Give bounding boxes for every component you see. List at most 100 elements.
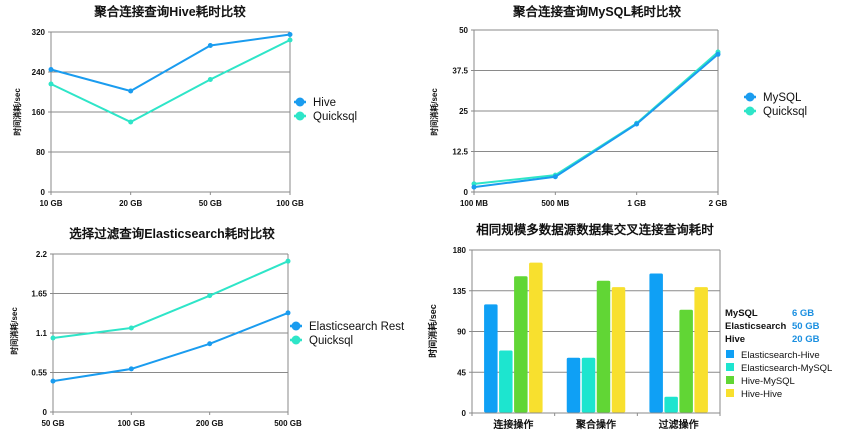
legend-label: Elasticsearch Rest [309, 321, 405, 333]
legend-swatch [726, 350, 734, 358]
legend-label: Hive-Hive [741, 389, 782, 400]
legend-swatch [726, 376, 734, 384]
chart-title: 相同规模多数据源数据集交叉连接查询耗时 [476, 222, 714, 237]
data-point [287, 37, 293, 43]
bar-hive-hive [694, 287, 708, 413]
data-point [634, 121, 640, 127]
y-tick-label: 2.2 [36, 250, 48, 259]
y-axis-label: 时间消耗/sec [427, 304, 438, 358]
x-tick-label: 100 MB [460, 199, 488, 208]
legend-swatch [726, 389, 734, 397]
data-point [471, 184, 477, 190]
series-line-quicksql [473, 51, 719, 185]
x-tick-label: 2 GB [709, 199, 728, 208]
x-tick-label: 50 GB [199, 199, 222, 208]
data-point [207, 341, 213, 347]
legend-label: Quicksql [763, 106, 807, 118]
data-point [128, 366, 134, 372]
data-point [128, 119, 134, 125]
y-tick-label: 12.5 [452, 148, 468, 157]
data-point [48, 81, 54, 87]
y-axis-label: 时间消耗/sec [429, 88, 439, 136]
legend-item: MySQL [744, 92, 802, 104]
dataset-size-key: Elasticsearch [725, 321, 786, 332]
data-point [285, 310, 291, 316]
legend-item: Hive-MySQL [726, 376, 795, 387]
legend-label: Elasticsearch-MySQL [741, 363, 832, 374]
y-tick-label: 1.1 [36, 329, 48, 338]
bar-elasticsearch-mysql [664, 396, 678, 413]
data-point [552, 174, 558, 180]
bar-elasticsearch-hive [566, 357, 581, 413]
y-tick-label: 1.65 [31, 290, 47, 299]
chart-title: 聚合连接查询MySQL耗时比较 [512, 4, 682, 19]
elasticsearch-chart-panel: 选择过滤查询Elasticsearch耗时比较 时间消耗/sec 0 0.55 1.… [0, 216, 422, 433]
legend-marker [291, 321, 301, 331]
legend-item: Elasticsearch-MySQL [726, 363, 832, 374]
x-tick-label: 20 GB [119, 199, 142, 208]
bar-elasticsearch-mysql [581, 357, 596, 413]
x-tick-label: 1 GB [627, 199, 646, 208]
y-axis-label: 时间消耗/sec [9, 307, 19, 355]
y-tick-label: 90 [457, 328, 466, 337]
chart-title: 聚合连接查询Hive耗时比较 [93, 4, 246, 19]
y-tick-label: 0.55 [31, 369, 47, 378]
elasticsearch-line-chart: 选择过滤查询Elasticsearch耗时比较 时间消耗/sec 0 0.55 1.… [9, 226, 405, 428]
bar-elasticsearch-hive [484, 304, 498, 413]
hive-chart-panel: 聚合连接查询Hive耗时比较 时间消耗/sec 0 80 160 240 320 10 G… [0, 0, 422, 216]
x-tick-label: 500 GB [274, 419, 302, 428]
data-point [287, 32, 293, 37]
x-tick-label: 聚合操作 [575, 418, 616, 431]
legend-item: Hive [294, 97, 336, 109]
series-line-mysql [473, 53, 719, 189]
bar-elasticsearch-mysql [499, 350, 513, 413]
bar-hive-hive [529, 262, 543, 413]
x-tick-label: 50 GB [41, 419, 64, 428]
y-tick-label: 135 [453, 287, 467, 296]
y-tick-label: 160 [32, 108, 46, 117]
y-tick-label: 0 [462, 409, 467, 418]
dataset-size-key: MySQL [725, 308, 758, 319]
series-line-quicksql [52, 260, 289, 340]
x-tick-label: 10 GB [39, 199, 62, 208]
x-tick-label: 500 MB [541, 199, 569, 208]
bar-hive-mysql [679, 309, 693, 413]
hive-line-chart: 聚合连接查询Hive耗时比较 时间消耗/sec 0 80 160 240 320 10 G… [12, 4, 357, 208]
y-tick-label: 45 [457, 368, 466, 377]
data-point [128, 325, 134, 331]
bar-hive-mysql [596, 280, 611, 413]
data-point [48, 67, 54, 72]
mysql-line-chart: 聚合连接查询MySQL耗时比较 时间消耗/sec 0 12.5 25 37.5 50 10… [429, 4, 807, 208]
legend-marker [295, 111, 305, 121]
data-point [128, 88, 134, 94]
cross-source-chart-panel: 相同规模多数据源数据集交叉连接查询耗时 时间消耗/sec 0 45 90 135 180… [422, 216, 844, 433]
data-point [207, 293, 213, 299]
series-line-elasticsearch-rest [52, 311, 289, 383]
cross-source-bar-chart: 相同规模多数据源数据集交叉连接查询耗时 时间消耗/sec 0 45 90 135 180… [427, 222, 832, 431]
y-tick-label: 25 [459, 107, 468, 116]
chart-title: 选择过滤查询Elasticsearch耗时比较 [69, 226, 275, 241]
y-tick-label: 0 [41, 188, 46, 197]
series-line-quicksql [50, 39, 291, 123]
legend-label: Quicksql [309, 335, 353, 347]
legend-item: Elasticsearch-Hive [726, 350, 820, 361]
data-point [207, 43, 213, 48]
bar-elasticsearch-hive [649, 273, 663, 413]
x-tick-label: 100 GB [118, 419, 146, 428]
y-tick-label: 80 [36, 148, 45, 157]
legend-marker [291, 335, 301, 345]
y-tick-label: 50 [459, 26, 468, 35]
dataset-size-key: Hive [725, 334, 745, 345]
legend-swatch [726, 363, 734, 371]
legend-item: Hive-Hive [726, 389, 782, 400]
dataset-size-value: 50 GB [792, 321, 820, 332]
data-point [715, 51, 721, 57]
data-point [50, 335, 56, 341]
legend-label: Elasticsearch-Hive [741, 350, 820, 361]
y-tick-label: 180 [453, 246, 467, 255]
y-axis-label: 时间消耗/sec [12, 88, 22, 136]
legend-marker [295, 97, 305, 107]
bar-hive-hive [611, 287, 626, 413]
dataset-size-value: 20 GB [792, 334, 820, 345]
y-tick-label: 240 [32, 68, 46, 77]
